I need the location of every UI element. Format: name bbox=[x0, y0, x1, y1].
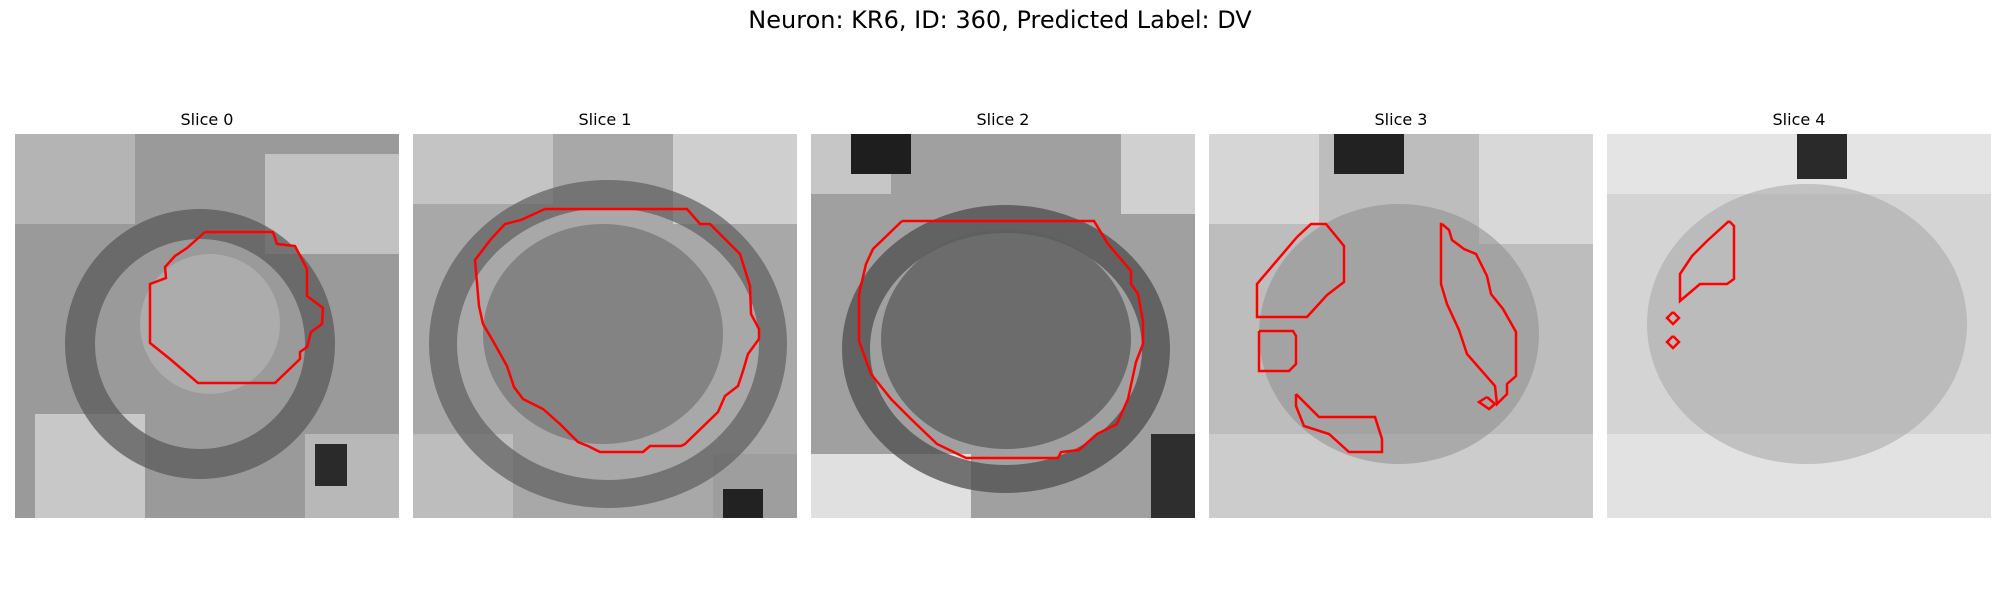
slice-panel-3: Slice 3 bbox=[1209, 108, 1593, 518]
slice-panel-2: Slice 2 bbox=[811, 108, 1195, 518]
contour-lines bbox=[1255, 222, 1518, 454]
contour-line bbox=[1476, 395, 1497, 411]
figure-title: Neuron: KR6, ID: 360, Predicted Label: D… bbox=[748, 6, 1252, 34]
dark-spot bbox=[315, 444, 347, 486]
slice-panel-0: Slice 0 bbox=[15, 108, 399, 518]
cell-interior bbox=[483, 224, 723, 444]
slice-image-4 bbox=[1607, 134, 1991, 518]
slice-title: Slice 3 bbox=[1374, 110, 1428, 129]
slice-title: Slice 0 bbox=[180, 110, 234, 129]
texture-3 bbox=[1209, 134, 1593, 518]
contour-line bbox=[148, 230, 325, 385]
cell-interior bbox=[1259, 204, 1539, 464]
texture-4 bbox=[1607, 134, 1991, 518]
contour-line bbox=[1665, 335, 1681, 350]
slice-panel-1: Slice 1 bbox=[413, 108, 797, 518]
texture-2 bbox=[811, 134, 1195, 518]
slice-title: Slice 1 bbox=[578, 110, 632, 129]
membrane-ring bbox=[429, 180, 787, 508]
cell-interior bbox=[140, 254, 280, 394]
slice-title: Slice 2 bbox=[976, 110, 1030, 129]
contour-line bbox=[473, 207, 761, 454]
slice-image-1 bbox=[413, 134, 797, 518]
slice-panel-4: Slice 4 bbox=[1607, 108, 1991, 518]
membrane-ring bbox=[65, 209, 335, 479]
slice-image-3 bbox=[1209, 134, 1593, 518]
contour-line bbox=[1294, 393, 1384, 454]
contour-line bbox=[1665, 311, 1681, 326]
cell-interior bbox=[1647, 184, 1967, 464]
contour-line bbox=[1257, 329, 1298, 373]
contour-line bbox=[1439, 222, 1518, 407]
contour-line bbox=[1678, 220, 1736, 304]
dark-spot bbox=[723, 489, 763, 518]
slice-image-0 bbox=[15, 134, 399, 518]
slice-title: Slice 4 bbox=[1772, 110, 1826, 129]
contour-line bbox=[1255, 222, 1346, 319]
slice-image-2 bbox=[811, 134, 1195, 518]
contour-line bbox=[857, 219, 1145, 460]
membrane-ring bbox=[842, 205, 1170, 493]
contour-lines bbox=[1665, 220, 1736, 350]
cell-interior bbox=[881, 229, 1131, 449]
